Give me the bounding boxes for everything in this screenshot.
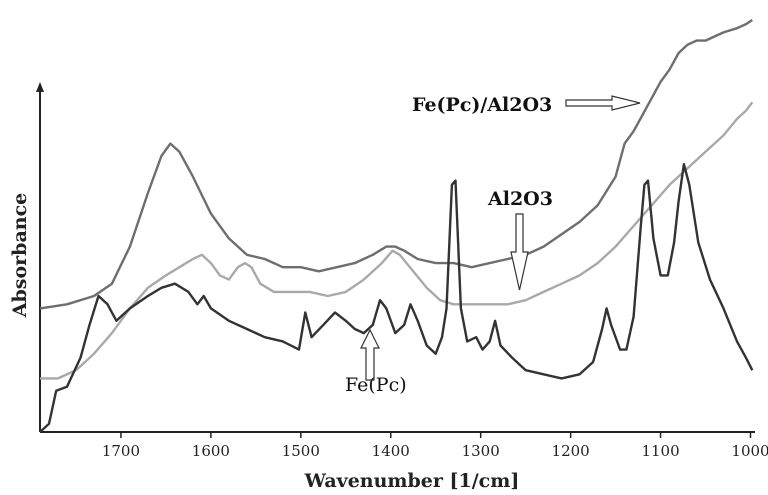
annotation-fepc-al2o3: Fe(Pc)/Al2O3 (412, 94, 641, 116)
series-line-al2o3 (40, 101, 754, 380)
x-tick-label: 1500 (282, 442, 320, 460)
series-line-fe-pc-al2o3 (39, 18, 753, 310)
up-arrow-icon (360, 328, 380, 381)
down-arrow-icon (510, 213, 529, 291)
x-tick-label: 1200 (552, 442, 590, 460)
plot-area: 1700 1600 1500 1400 1300 1200 1100 1000 (36, 18, 768, 460)
right-arrow-icon (565, 95, 641, 111)
x-tick-label: 1700 (102, 442, 140, 460)
x-axis-ticks: 1700 1600 1500 1400 1300 1200 1100 1000 (102, 432, 768, 460)
x-tick-label: 1600 (192, 442, 230, 460)
x-tick-label: 1400 (372, 442, 410, 460)
x-tick-label: 1000 (731, 442, 768, 460)
annotation-fepc-al2o3-label: Fe(Pc)/Al2O3 (412, 94, 552, 116)
annotation-fepc-label: Fe(Pc) (345, 374, 407, 396)
annotation-al2o3-label: Al2O3 (487, 188, 553, 210)
annotation-al2o3: Al2O3 (487, 188, 553, 291)
y-axis-arrowhead (36, 82, 44, 92)
series-line-fe-pc (39, 163, 754, 433)
x-tick-label: 1100 (641, 442, 679, 460)
y-axis-title: Absorbance (9, 193, 31, 318)
x-tick-label: 1300 (462, 442, 500, 460)
annotation-fepc: Fe(Pc) (345, 328, 407, 396)
x-axis-title: Wavenumber [1/cm] (304, 470, 520, 492)
series-layer (39, 18, 754, 433)
